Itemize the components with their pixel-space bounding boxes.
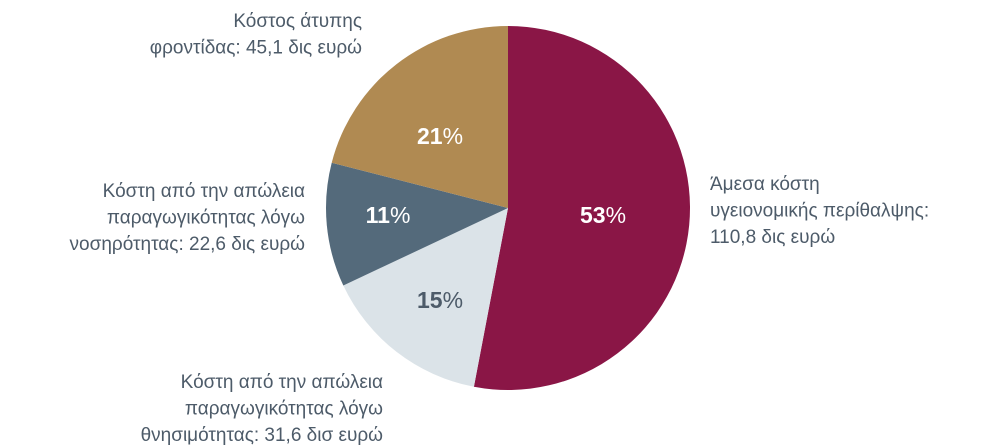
slice-value-label: 11% bbox=[366, 202, 411, 228]
slice-category-label: θνησιμότητας: 31,6 δισ ευρώ bbox=[141, 425, 384, 446]
pie-slice bbox=[326, 162, 508, 286]
slice-category-label: Άμεσα κόστη bbox=[710, 174, 820, 195]
pie-slice bbox=[343, 208, 508, 387]
pie-slice bbox=[331, 26, 508, 208]
slice-category-label: Κόστη από την απώλεια bbox=[181, 372, 383, 393]
slice-category-label: 110,8 δις ευρώ bbox=[710, 227, 835, 248]
slice-category-label: παραγωγικότητας λόγω bbox=[185, 399, 383, 420]
slice-category-label: Κόστος άτυπης bbox=[233, 11, 362, 32]
slice-value-label: 21% bbox=[417, 123, 463, 149]
slice-category-label: υγειονομικής περίθαλψης: bbox=[710, 201, 929, 222]
slice-category-label: Κόστη από την απώλεια bbox=[103, 181, 305, 202]
slice-category-label: παραγωγικότητας λόγω bbox=[107, 208, 305, 229]
slice-category-label: φροντίδας: 45,1 δις ευρώ bbox=[150, 38, 362, 59]
slice-value-label: 15% bbox=[417, 287, 463, 313]
pie-slice bbox=[473, 26, 690, 390]
slice-category-label: νοσηρότητας: 22,6 δις ευρώ bbox=[70, 234, 306, 255]
slice-value-label: 53% bbox=[580, 202, 626, 228]
